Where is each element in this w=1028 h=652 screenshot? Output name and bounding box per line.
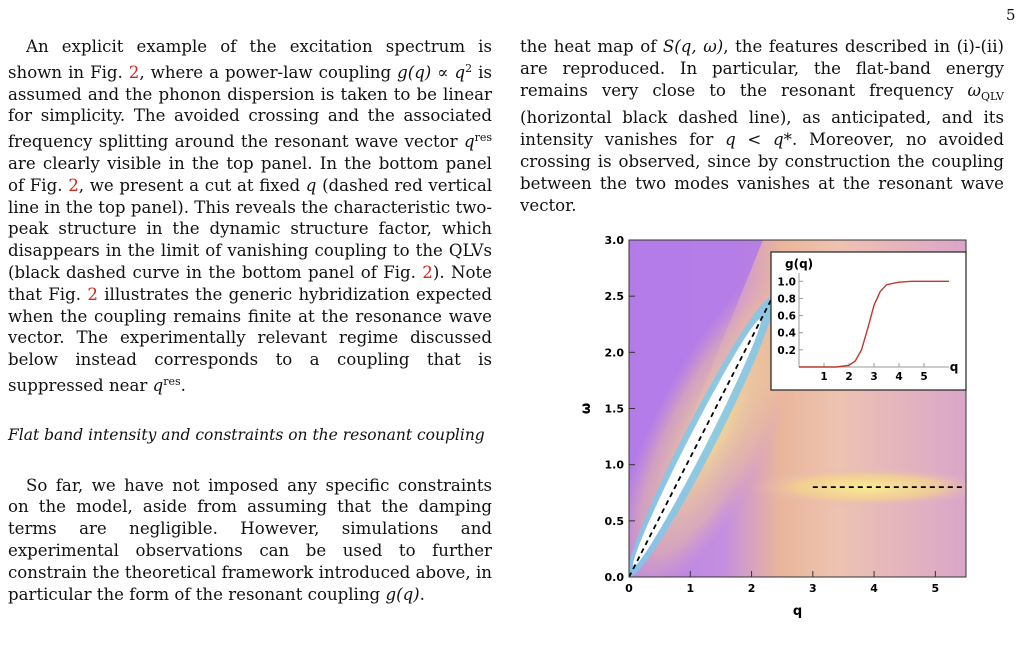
figure: 0 1 2 3 4 5 0.0 0.5 1.0 1.5 2.0 2.5 3.0 q ω 1 2 3 4 5 0.2 0.… — [576, 232, 976, 624]
x-tick-label: 4 — [870, 582, 878, 595]
text: (dashed red vertical line in the top pan… — [8, 175, 493, 282]
y-tick-label: 1.0 — [605, 459, 625, 472]
text: , where a power-law coupling — [139, 62, 392, 82]
text: , the features described in (i)-(ii) are… — [520, 37, 1005, 100]
text: (horizontal black dashed line), as antic… — [520, 108, 1004, 150]
paragraph-2: So far, we have not imposed any specific… — [8, 475, 492, 606]
inset-y-tick-label: 0.4 — [777, 328, 796, 340]
y-tick-label: 2.0 — [605, 346, 625, 359]
text: . — [419, 584, 425, 604]
text: is assumed and the phonon dispersion is … — [8, 62, 492, 152]
figure-ref-link[interactable]: 2 — [128, 62, 140, 82]
text: ). Note that Fig. — [8, 262, 492, 304]
y-tick-label: 2.5 — [605, 290, 625, 303]
text: are clearly visible in the top panel. In… — [8, 153, 492, 195]
inset-y-tick-label: 0.6 — [777, 311, 796, 323]
text: illustrates the generic hybridization ex… — [8, 284, 492, 395]
inset-y-tick-label: 0.8 — [777, 293, 796, 305]
math-sub: QLV — [981, 89, 1004, 103]
y-tick-label: 0.0 — [605, 571, 625, 584]
figure-ref-link[interactable]: 2 — [68, 175, 79, 195]
paragraph-1: An explicit example of the excitation sp… — [8, 36, 492, 397]
x-tick-label: 0 — [625, 582, 633, 595]
y-tick-label: 3.0 — [605, 234, 625, 247]
text: . Moreover, no avoided crossing is obser… — [520, 130, 1004, 215]
y-tick-label: 0.5 — [605, 515, 625, 528]
math-sup: 2 — [465, 61, 473, 75]
math: S(q, ω) — [662, 37, 724, 56]
text: So far, we have not imposed any specific… — [8, 475, 492, 604]
left-column: An explicit example of the excitation sp… — [8, 36, 492, 605]
inset-plot: 1 2 3 4 5 0.2 0.4 0.6 0.8 1.0 g(q) q — [770, 251, 967, 391]
figure-svg: 0 1 2 3 4 5 0.0 0.5 1.0 1.5 2.0 2.5 3.0 q ω 1 2 3 4 5 0.2 0.… — [579, 234, 967, 619]
page-number: 5 — [1006, 6, 1016, 24]
inset-x-tick-label: 2 — [845, 371, 852, 383]
paragraph-right: the heat map of S(q, ω), the features de… — [520, 36, 1004, 216]
math: q < q* — [725, 130, 792, 150]
inset-gq-curve — [799, 280, 949, 368]
x-tick-label: 3 — [809, 582, 817, 595]
inset-y-tick-label: 0.2 — [777, 345, 796, 357]
text: An explicit example of the excitation sp… — [8, 37, 492, 82]
math: g(q) — [385, 584, 420, 604]
math: q — [305, 175, 317, 195]
text: . — [180, 375, 186, 395]
text: , we present a cut at fixed — [78, 175, 301, 195]
right-column: the heat map of S(q, ω), the features de… — [520, 36, 1004, 216]
x-tick-label: 2 — [748, 582, 756, 595]
math: q — [152, 375, 164, 395]
y-axis-label: ω — [579, 403, 594, 414]
figure-ref-link[interactable]: 2 — [422, 262, 433, 282]
inset-x-tick-label: 4 — [895, 371, 902, 383]
math: g(q) ∝ q — [397, 62, 466, 82]
math-sup: res — [163, 374, 181, 388]
x-tick-label: 1 — [686, 582, 694, 595]
phonon-dispersion-line — [629, 295, 774, 577]
inset-y-tick-label: 1.0 — [777, 276, 796, 288]
main-axes: 0 1 2 3 4 5 0.0 0.5 1.0 1.5 2.0 2.5 3.0 q ω — [579, 234, 939, 619]
inset-x-tick-label: 1 — [820, 371, 827, 383]
flat-band-glow — [747, 467, 966, 508]
inset-x-tick-label: 5 — [920, 371, 927, 383]
figure-ref-link[interactable]: 2 — [87, 284, 98, 304]
inset-title: g(q) — [785, 257, 813, 271]
inset-frame — [770, 251, 967, 391]
math: q — [463, 132, 475, 152]
low-intensity-region — [629, 240, 763, 577]
text: the heat map of — [520, 37, 657, 56]
y-tick-label: 1.5 — [605, 403, 625, 416]
math-sup: res — [474, 131, 492, 145]
section-heading: Flat band intensity and constraints on t… — [8, 425, 485, 444]
math: ω — [967, 80, 982, 100]
inset-x-tick-label: 3 — [870, 371, 877, 383]
inset-x-label: q — [950, 360, 959, 374]
x-axis-label: q — [793, 604, 802, 619]
x-tick-label: 5 — [932, 582, 940, 595]
